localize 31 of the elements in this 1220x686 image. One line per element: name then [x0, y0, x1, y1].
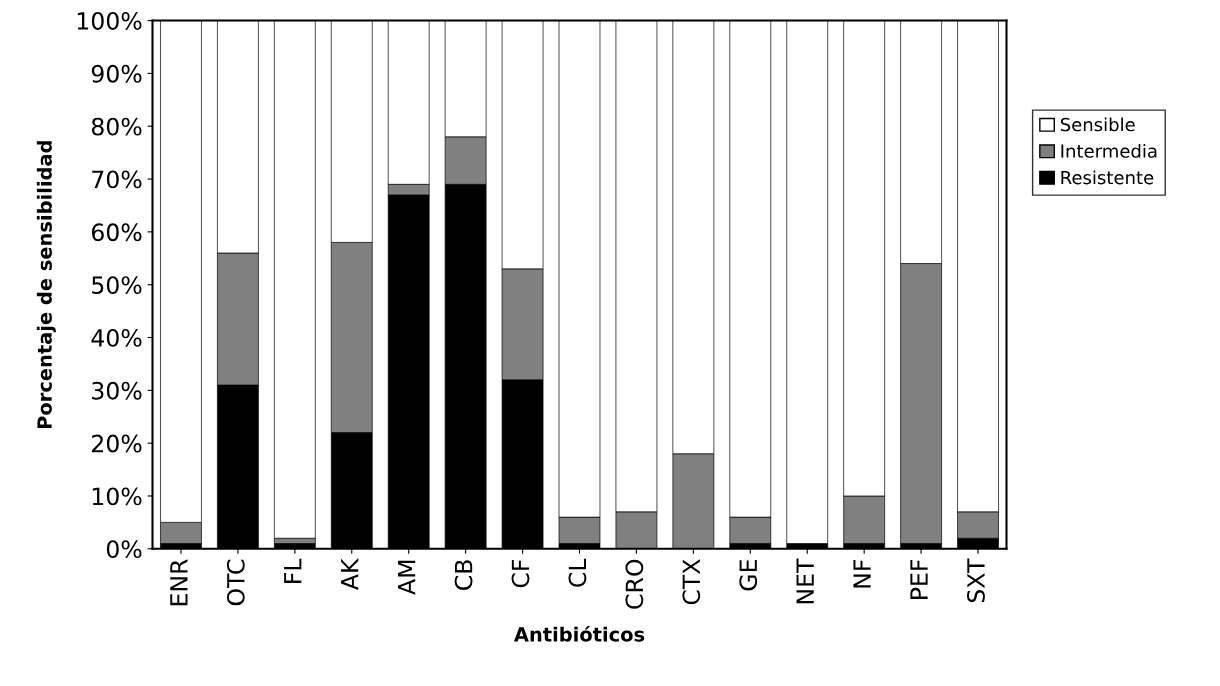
x-tick-label: OTC	[226, 559, 245, 606]
x-tick-label: PEF	[910, 559, 928, 599]
x-tick-label: CB	[454, 560, 473, 590]
y-tick-label: 50%	[92, 276, 142, 294]
x-axis-title: Antibióticos	[513, 625, 645, 642]
x-tick-label: NF	[853, 559, 871, 588]
x-tick-label: CTX	[682, 559, 701, 605]
legend-label: Intermedia	[1061, 143, 1157, 158]
legend-label: Resistente	[1061, 170, 1154, 185]
x-tick-label: CRO	[625, 559, 644, 609]
y-tick-label: 80%	[91, 117, 142, 136]
x-tick-label: AK	[341, 558, 359, 590]
x-tick-label: CL	[568, 558, 587, 587]
x-tick-label: CF	[511, 559, 530, 588]
x-tick-label: NET	[796, 558, 814, 604]
y-tick-label: 10%	[92, 487, 142, 506]
y-tick-label: 100%	[77, 12, 142, 30]
legend-label: Sensible	[1060, 117, 1135, 132]
y-tick-label: 40%	[91, 328, 142, 347]
y-tick-label: 90%	[91, 64, 142, 83]
y-tick-label: 60%	[91, 223, 142, 242]
y-tick-label: 20%	[92, 434, 142, 453]
x-tick-label: SXT	[967, 558, 985, 603]
y-tick-label: 70%	[92, 170, 142, 189]
x-tick-label: FL	[284, 558, 302, 583]
x-tick-label: AM	[398, 560, 416, 595]
x-tick-label: ENR	[170, 559, 188, 606]
y-tick-label: 30%	[92, 381, 142, 400]
y-tick-label: 0%	[106, 540, 142, 559]
x-tick-label: GE	[739, 560, 758, 591]
y-axis-title: Porcentaje de sensibilidad	[36, 141, 56, 429]
